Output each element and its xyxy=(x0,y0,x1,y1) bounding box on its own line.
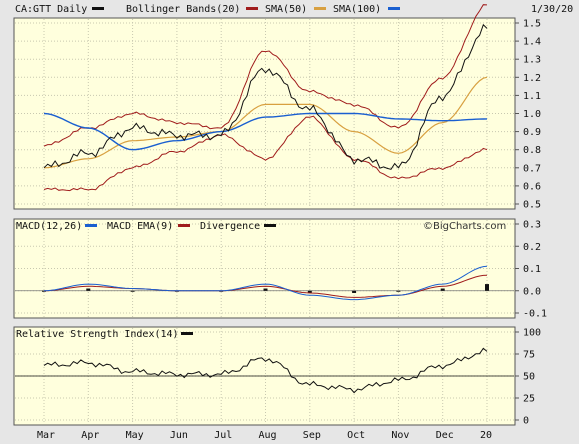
rsi-y-tick-label: 25 xyxy=(523,394,535,405)
bollinger-legend-label: Bollinger Bands(20) xyxy=(126,4,240,15)
price-y-tick-label: 0.5 xyxy=(523,200,541,211)
rsi-legend-swatch xyxy=(181,332,193,335)
divergence-bar xyxy=(86,288,91,291)
bollinger-lower-line xyxy=(43,115,488,192)
sma50-line xyxy=(43,76,488,169)
divergence-bar xyxy=(263,288,268,291)
price-y-tick-label: 1.3 xyxy=(523,55,541,66)
x-tick-label: Jun xyxy=(170,430,188,441)
x-tick-label: May xyxy=(126,430,144,441)
price-y-tick-label: 1.2 xyxy=(523,73,541,84)
price-y-tick-label: 0.7 xyxy=(523,163,541,174)
divergence-legend-label: Divergence xyxy=(200,221,260,232)
x-tick-label: Dec xyxy=(436,430,454,441)
price-y-tick-label: 1.1 xyxy=(523,91,541,102)
divergence-bar xyxy=(352,290,357,293)
macd-legend: MACD(12,26) MACD EMA(9) Divergence ©BigC… xyxy=(16,221,506,232)
divergence-bar xyxy=(485,284,489,291)
divergence-bar xyxy=(307,290,312,293)
x-tick-label: Aug xyxy=(259,430,277,441)
series-layer xyxy=(15,4,514,394)
price-line xyxy=(43,23,488,170)
divergence-bar xyxy=(130,290,135,292)
macd-line xyxy=(43,265,488,301)
symbol-title: CA:GTT Daily xyxy=(15,4,87,15)
divergence-legend-swatch xyxy=(264,224,276,227)
x-tick-label: Apr xyxy=(81,430,99,441)
rsi-y-tick-label: 50 xyxy=(523,372,535,383)
divergence-bar xyxy=(42,290,46,292)
sma100-line xyxy=(43,112,488,151)
rsi-line xyxy=(43,347,488,394)
macd-ema-legend-label: MACD EMA(9) xyxy=(107,221,173,232)
macd-y-tick-label: 0.1 xyxy=(523,264,541,275)
divergence-bar xyxy=(440,288,445,291)
x-tick-label: Jul xyxy=(214,430,232,441)
price-legend-swatch xyxy=(92,7,104,10)
macd-legend-label: MACD(12,26) xyxy=(16,221,82,232)
bollinger-legend-swatch xyxy=(246,7,258,10)
sma100-legend-swatch xyxy=(388,7,400,10)
divergence-bar xyxy=(396,290,401,292)
rsi-y-tick-label: 100 xyxy=(523,328,541,339)
macd-y-tick-label: 0.2 xyxy=(523,242,541,253)
x-tick-label: Nov xyxy=(391,430,409,441)
macd-legend-swatch xyxy=(85,224,97,227)
price-y-tick-label: 1.4 xyxy=(523,37,541,48)
x-tick-label: Sep xyxy=(303,430,321,441)
macd-y-tick-label: 0.0 xyxy=(523,286,541,297)
macd-y-tick-label: -0.1 xyxy=(523,309,547,320)
price-y-tick-label: 0.6 xyxy=(523,181,541,192)
price-y-tick-label: 1.0 xyxy=(523,109,541,120)
chart-date: 1/30/20 xyxy=(531,4,573,15)
sma50-legend-label: SMA(50) xyxy=(265,4,307,15)
macd-ema-legend-swatch xyxy=(178,224,190,227)
macd-y-tick-label: 0.3 xyxy=(523,220,541,231)
rsi-legend-label: Relative Strength Index(14) xyxy=(16,329,179,340)
rsi-legend: Relative Strength Index(14) xyxy=(16,329,193,340)
sma50-legend-swatch xyxy=(314,7,326,10)
price-y-tick-label: 0.8 xyxy=(523,145,541,156)
rsi-y-tick-label: 0 xyxy=(523,416,529,427)
sma100-legend-label: SMA(100) xyxy=(333,4,381,15)
bollinger-upper-line xyxy=(43,4,488,147)
watermark: ©BigCharts.com xyxy=(423,221,506,232)
x-tick-label: 20 xyxy=(480,430,492,441)
rsi-y-tick-label: 75 xyxy=(523,350,535,361)
price-y-tick-label: 1.5 xyxy=(523,19,541,30)
price-legend: CA:GTT Daily Bollinger Bands(20) SMA(50)… xyxy=(15,4,573,15)
x-tick-label: Oct xyxy=(347,430,365,441)
x-tick-label: Mar xyxy=(37,430,55,441)
axis-labels: Mar Apr May Jun Jul Aug Sep Oct Nov Dec 20 1.5 1.4 1.… xyxy=(37,19,547,442)
price-y-tick-label: 0.9 xyxy=(523,127,541,138)
